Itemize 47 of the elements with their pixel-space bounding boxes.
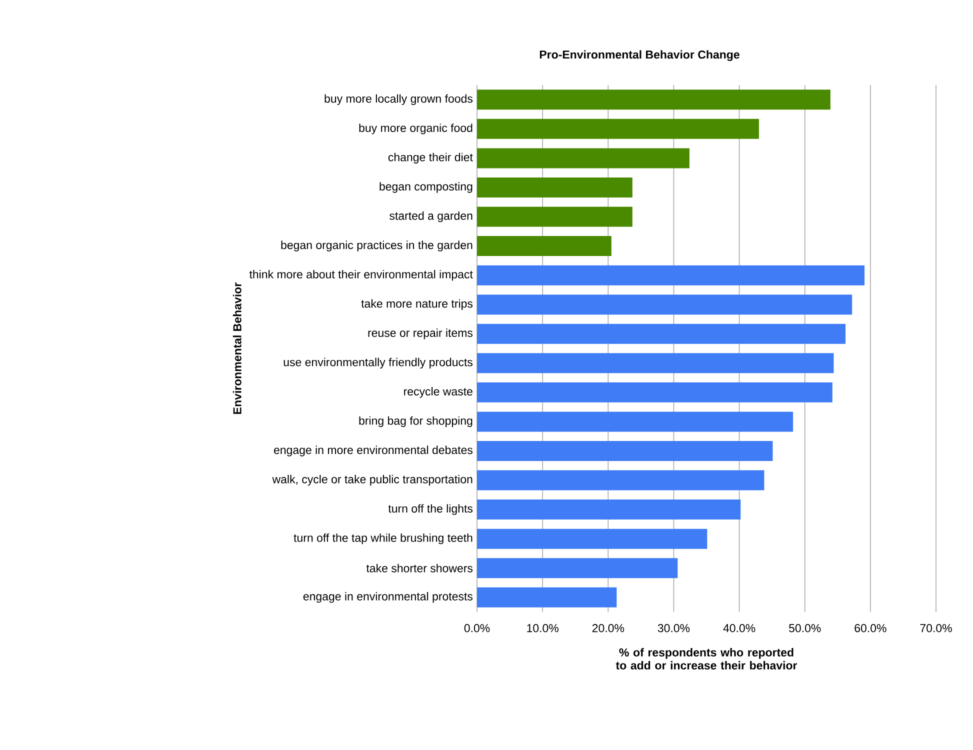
x-tick-label: 60.0% bbox=[854, 624, 886, 632]
y-tick-label: began organic practices in the garden bbox=[281, 240, 472, 252]
chart-title: Pro-Environmental Behavior Change bbox=[540, 50, 740, 61]
bar bbox=[477, 118, 759, 139]
y-tick-label: engage in more environmental debates bbox=[274, 446, 473, 456]
y-axis-title: Environmental Behavior bbox=[232, 282, 242, 414]
x-tick-label: 70.0% bbox=[920, 624, 952, 632]
y-tick-label: take more nature trips bbox=[361, 299, 473, 310]
x-tick-label: 20.0% bbox=[592, 624, 624, 632]
y-tick-label: turn off the lights bbox=[388, 504, 473, 515]
bar bbox=[477, 412, 794, 432]
bar bbox=[477, 440, 773, 461]
bar bbox=[477, 382, 832, 402]
y-tick-label: change their diet bbox=[388, 152, 473, 164]
x-tick-label: 40.0% bbox=[723, 624, 756, 632]
y-tick-label: turn off the tap while brushing teeth bbox=[294, 533, 472, 544]
x-axis-title: % of respondents who reported to add or increase their behavior bbox=[616, 648, 798, 670]
y-tick-label: reuse or repair items bbox=[368, 328, 473, 340]
bar bbox=[477, 528, 708, 549]
y-tick-label: started a garden bbox=[390, 211, 472, 222]
x-tick-label: 0.0% bbox=[464, 624, 490, 632]
bar bbox=[477, 90, 830, 110]
y-tick-label: walk, cycle or take public transportation bbox=[272, 474, 472, 486]
y-tick-label: take shorter showers bbox=[366, 564, 473, 572]
x-tick-label: 50.0% bbox=[789, 624, 821, 632]
bar bbox=[477, 324, 846, 344]
x-tick-label: 10.0% bbox=[527, 624, 558, 632]
bar bbox=[477, 294, 852, 315]
y-tick-label: buy more organic food bbox=[359, 124, 472, 134]
y-tick-label: use environmentally friendly products bbox=[284, 358, 473, 369]
bar bbox=[477, 587, 617, 608]
bar bbox=[477, 265, 865, 286]
bar bbox=[477, 148, 690, 168]
y-tick-label: began composting bbox=[380, 182, 472, 193]
bar bbox=[477, 558, 678, 578]
bar bbox=[477, 236, 612, 256]
bar bbox=[477, 470, 764, 490]
y-tick-label: bring bag for shopping bbox=[359, 416, 472, 428]
bar bbox=[477, 206, 632, 227]
bar bbox=[477, 353, 834, 374]
bar bbox=[477, 500, 741, 520]
y-tick-label: think more about their environmental impact bbox=[249, 270, 473, 281]
bar bbox=[477, 177, 632, 198]
x-tick-label: 30.0% bbox=[658, 624, 690, 632]
y-tick-label: recycle waste bbox=[404, 387, 472, 398]
y-tick-label: buy more locally grown foods bbox=[324, 94, 473, 106]
y-tick-label: engage in environmental protests bbox=[303, 592, 473, 603]
